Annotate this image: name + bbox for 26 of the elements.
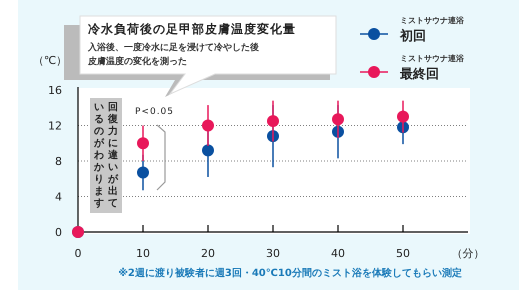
- x-axis-title: （分）: [452, 247, 484, 260]
- y-tick-label: 0: [55, 226, 62, 239]
- x-tick-label: 10: [136, 247, 150, 260]
- y-tick-label: 16: [48, 84, 62, 97]
- legend-label: ミストサウナ連浴最終回: [399, 54, 465, 82]
- x-tick-label: 40: [331, 247, 345, 260]
- legend-label: ミストサウナ連浴初回: [399, 16, 465, 44]
- chart-title: 冷水負荷後の足甲部皮膚温度変化量: [88, 22, 296, 36]
- point: [267, 115, 279, 128]
- point: [332, 113, 344, 126]
- y-tick-label: 8: [55, 155, 62, 168]
- point: [202, 120, 214, 132]
- x-tick-label: 30: [266, 247, 280, 260]
- y-tick-label: 4: [55, 190, 62, 204]
- x-tick-label: 50: [396, 247, 410, 260]
- x-tick-label: 0: [74, 247, 82, 260]
- chart-subtitle: 入浴後、一度冷水に足を浸けて冷やした後皮膚温度の変化を測った: [87, 42, 260, 67]
- point: [137, 166, 149, 179]
- text: ※2週に渡り被験者に週3回・40℃10分間のミスト浴を体験してもらい測定: [118, 267, 462, 279]
- y-axis-title: （℃）: [32, 54, 68, 67]
- point: [397, 110, 409, 123]
- y-tick-label: 12: [48, 120, 62, 132]
- point: [137, 137, 149, 150]
- x-tick-label: 20: [201, 247, 215, 260]
- point: [202, 144, 214, 156]
- annotation: P<0.05: [135, 107, 174, 117]
